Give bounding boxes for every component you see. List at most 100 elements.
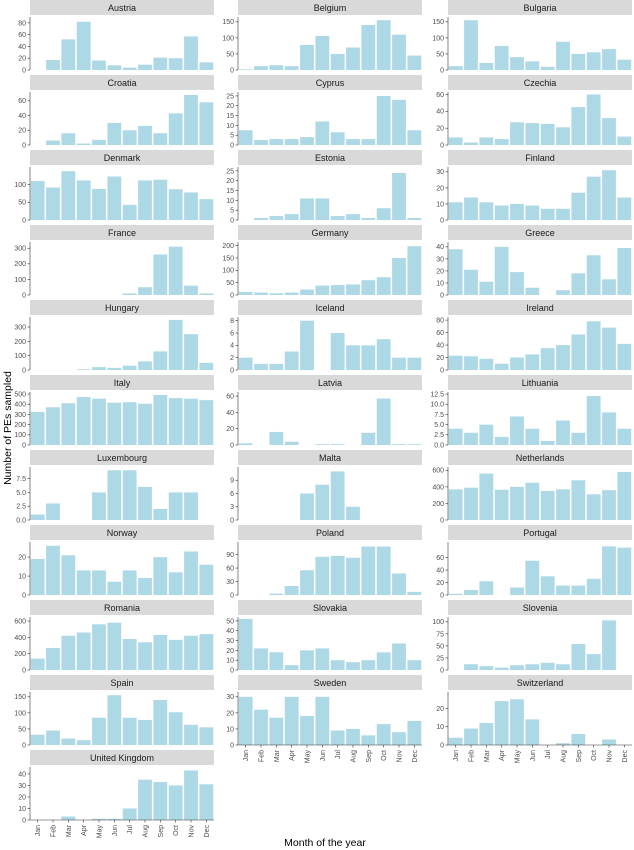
y-tick-label: 10 xyxy=(436,280,444,287)
panel-iceland: Iceland 0 2 4 6 8 xyxy=(230,300,422,374)
y-tick-label: 6 xyxy=(230,491,234,498)
bar-norway-jun xyxy=(107,581,122,595)
bar-denmark-mar xyxy=(61,171,76,220)
panel-title: United Kingdom xyxy=(90,753,154,763)
y-tick-label: 40 xyxy=(226,410,234,417)
panel-poland: Poland 0 30 60 90 xyxy=(226,525,422,599)
panel-title: Luxembourg xyxy=(97,453,147,463)
panel-strip xyxy=(30,450,214,465)
panel-title: Norway xyxy=(107,528,138,538)
bar-estonia-dec xyxy=(407,218,422,220)
y-tick-label: 0 xyxy=(22,367,26,374)
y-tick-label: 0 xyxy=(440,517,444,524)
y-tick-label: 50 xyxy=(18,200,26,207)
bar-luxembourg-feb xyxy=(46,503,60,520)
bar-france-jul xyxy=(122,293,137,295)
bar-netherlands-jul xyxy=(540,491,555,520)
x-tick-label: Oct xyxy=(173,825,180,836)
bar-luxembourg-jun xyxy=(107,470,122,520)
bar-romania-jul xyxy=(122,639,137,670)
panel-title: Italy xyxy=(114,378,131,388)
panel-cyprus: Cyprus 0 5 10 15 20 25 xyxy=(226,75,422,149)
bar-slovakia-dec xyxy=(407,660,422,670)
bar-ireland-may xyxy=(510,357,524,370)
bar-austria-jun xyxy=(107,65,122,70)
bar-ireland-aug xyxy=(556,345,570,370)
bar-slovenia-sep xyxy=(571,643,586,670)
y-tick-label: 0 xyxy=(440,217,444,224)
bar-netherlands-dec xyxy=(617,471,632,520)
bar-lithuania-dec xyxy=(617,428,632,445)
panel-bulgaria: Bulgaria 0 50 100 150 xyxy=(432,0,632,74)
bar-romania-mar xyxy=(61,635,76,670)
bar-denmark-nov xyxy=(184,192,198,220)
y-tick-label: 4 xyxy=(230,343,234,350)
bar-greece-aug xyxy=(556,290,570,295)
bar-netherlands-oct xyxy=(586,494,601,520)
bar-czechia-apr xyxy=(494,139,509,145)
bar-cyprus-jan xyxy=(238,130,253,145)
y-tick-label: 0 xyxy=(230,592,234,599)
bar-estonia-mar xyxy=(269,216,284,220)
bar-slovakia-nov xyxy=(392,643,406,670)
y-tick-label: 30 xyxy=(226,694,234,701)
bar-slovenia-jun xyxy=(525,664,540,670)
y-tick-label: 20 xyxy=(18,56,26,63)
y-tick-label: 20 xyxy=(436,706,444,713)
y-tick-label: 100 xyxy=(432,35,444,42)
bar-sweden-dec xyxy=(407,720,422,745)
bar-bulgaria-jun xyxy=(525,61,540,70)
bar-spain-mar xyxy=(61,738,76,745)
panel-strip xyxy=(238,450,422,465)
bar-croatia-jul xyxy=(122,130,137,145)
panel-spain: Spain 0 50 100 150 xyxy=(14,675,214,749)
y-tick-label: 0 xyxy=(440,142,444,149)
bar-switzerland-feb xyxy=(464,728,478,745)
panel-title: Slovenia xyxy=(523,603,558,613)
y-tick-label: 8 xyxy=(230,318,234,325)
panel-title: Netherlands xyxy=(516,453,565,463)
panels-layer: Austria020406080Belgium050100150Bulgaria… xyxy=(14,0,632,838)
bar-united-kingdom-jul xyxy=(122,808,137,820)
bar-switzerland-apr xyxy=(494,701,509,745)
bar-italy-feb xyxy=(46,407,60,445)
bar-sweden-nov xyxy=(392,732,406,745)
panel-france: France 0 100 200 300 xyxy=(14,225,214,299)
panel-strip xyxy=(30,675,214,690)
bar-romania-sep xyxy=(153,634,168,670)
y-tick-label: 60 xyxy=(436,330,444,337)
bar-belgium-aug xyxy=(346,47,360,70)
bar-poland-mar xyxy=(269,593,284,595)
panel-luxembourg: Luxembourg 0.0 2.5 5.0 7.5 xyxy=(16,450,214,524)
bar-ireland-nov xyxy=(602,327,616,370)
panel-croatia: Croatia 0 20 40 60 xyxy=(18,75,214,149)
bar-france-oct xyxy=(168,246,183,295)
bar-ireland-feb xyxy=(464,356,478,370)
y-tick-label: 50 xyxy=(436,643,444,650)
bar-norway-apr xyxy=(76,570,91,595)
y-tick-label: 0 xyxy=(440,667,444,674)
bar-romania-feb xyxy=(46,647,60,670)
bar-luxembourg-jan xyxy=(30,514,45,520)
bar-austria-aug xyxy=(138,64,152,70)
bar-romania-apr xyxy=(76,632,91,670)
y-tick-label: 10.0 xyxy=(430,402,444,409)
panel-sweden: Sweden 0 10 20 30 Jan Feb Mar Apr May Jun Jul Aug Sep… xyxy=(226,675,422,763)
bar-finland-sep xyxy=(571,192,586,220)
bar-czechia-dec xyxy=(617,136,632,145)
bar-estonia-jun xyxy=(315,198,330,220)
y-tick-label: 20 xyxy=(18,794,26,801)
y-tick-label: 300 xyxy=(14,246,26,253)
y-tick-label: 60 xyxy=(18,32,26,39)
y-tick-label: 600 xyxy=(432,468,444,475)
y-tick-label: 100 xyxy=(14,277,26,284)
y-tick-label: 40 xyxy=(436,244,444,251)
y-tick-label: 90 xyxy=(226,552,234,559)
bar-germany-nov xyxy=(392,258,406,295)
bar-sweden-jul xyxy=(330,730,345,745)
y-tick-label: 30 xyxy=(18,783,26,790)
y-tick-label: 200 xyxy=(14,651,26,658)
bar-latvia-sep xyxy=(361,432,376,445)
bar-lithuania-jun xyxy=(525,428,540,445)
